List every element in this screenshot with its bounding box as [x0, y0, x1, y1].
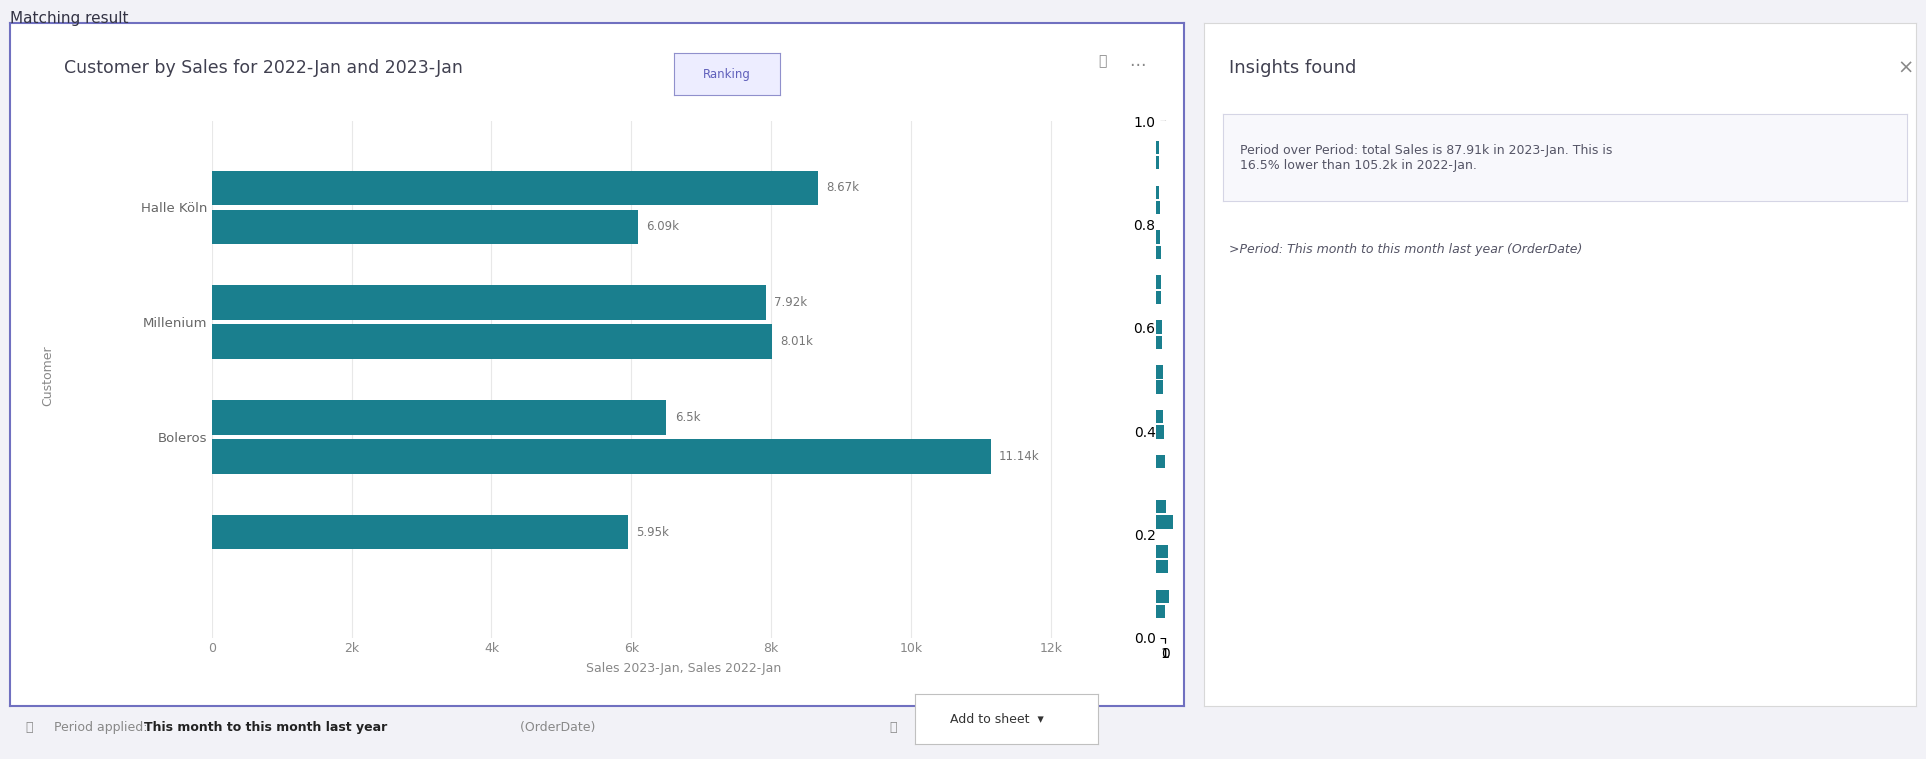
Bar — [212, 209, 638, 244]
Bar — [212, 324, 772, 359]
Text: Matching result: Matching result — [10, 11, 129, 27]
Text: 5.95k: 5.95k — [636, 525, 668, 539]
Bar — [1156, 365, 1163, 379]
Text: ⓘ: ⓘ — [25, 720, 33, 734]
Text: ⛶: ⛶ — [1098, 54, 1106, 68]
Bar — [1156, 156, 1159, 169]
Bar — [1156, 186, 1159, 199]
Text: This month to this month last year: This month to this month last year — [144, 720, 387, 734]
Bar — [1156, 231, 1159, 244]
Bar — [212, 439, 990, 474]
Bar — [1156, 545, 1167, 558]
Bar — [212, 285, 765, 320]
Bar — [1156, 335, 1161, 349]
Text: ×: × — [1897, 58, 1914, 78]
Text: 7.92k: 7.92k — [774, 296, 807, 309]
Text: 8.01k: 8.01k — [780, 335, 813, 348]
Bar — [1156, 410, 1163, 424]
Bar — [1156, 276, 1161, 289]
Text: Ranking: Ranking — [703, 68, 751, 80]
Text: 6.5k: 6.5k — [674, 411, 701, 424]
Bar — [1156, 320, 1161, 334]
Bar — [1156, 201, 1159, 214]
Bar — [1156, 605, 1165, 619]
Bar — [1156, 246, 1161, 260]
Bar — [1156, 140, 1159, 154]
Bar — [1156, 499, 1165, 513]
Bar — [212, 515, 628, 550]
Bar — [1156, 425, 1163, 439]
Text: 11.14k: 11.14k — [1000, 450, 1040, 463]
Bar — [1156, 515, 1173, 528]
Text: Sales 2023-Jan, Sales 2022-Jan: Sales 2023-Jan, Sales 2022-Jan — [586, 662, 782, 675]
Text: (OrderDate): (OrderDate) — [516, 720, 595, 734]
Text: Customer by Sales for 2022-Jan and 2023-Jan: Customer by Sales for 2022-Jan and 2023-… — [64, 59, 462, 77]
Bar — [1156, 380, 1163, 394]
Bar — [1156, 291, 1161, 304]
Text: Customer: Customer — [42, 345, 54, 406]
Text: 8.67k: 8.67k — [826, 181, 859, 194]
Text: Period over Period: total Sales is 87.91k in 2023-Jan. This is
16.5% lower than : Period over Period: total Sales is 87.91… — [1240, 144, 1612, 172]
Bar — [212, 171, 819, 205]
Text: Add to sheet  ▾: Add to sheet ▾ — [950, 713, 1044, 726]
Bar — [1156, 560, 1167, 573]
Text: >Period: This month to this month last year (OrderDate): >Period: This month to this month last y… — [1229, 243, 1581, 256]
Bar — [1156, 455, 1165, 468]
Text: …: … — [1129, 52, 1146, 70]
Text: Insights found: Insights found — [1229, 59, 1356, 77]
Text: Period applied:: Period applied: — [54, 720, 152, 734]
Bar — [212, 400, 666, 435]
Text: 6.09k: 6.09k — [645, 220, 680, 234]
Bar — [1156, 590, 1169, 603]
Text: 📋: 📋 — [890, 720, 898, 734]
